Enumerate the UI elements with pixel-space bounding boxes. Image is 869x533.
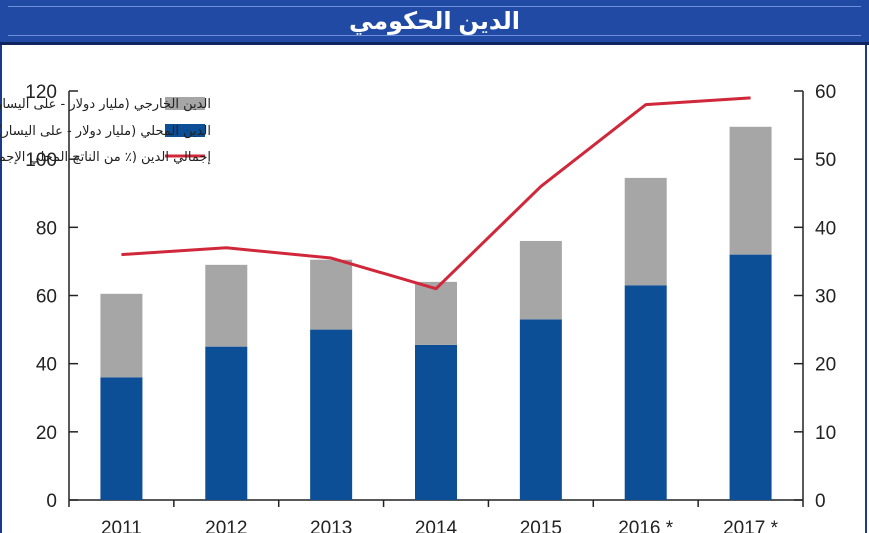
y-right-tick-label: 60 [815, 82, 836, 103]
bar-external-2015 [519, 240, 562, 320]
legend-label: الدين المحلي (مليار دولار - على اليسار) [0, 124, 211, 139]
y-left-tick-label: 100 [25, 150, 57, 171]
bar-domestic-2013 [310, 329, 353, 500]
y-right-tick-label: 50 [815, 150, 836, 171]
bar-external-2013 [310, 259, 353, 330]
bar-external-2012 [205, 264, 248, 347]
bars-group [100, 126, 772, 500]
legend-swatch-domestic [165, 124, 205, 137]
y-right-tick-label: 0 [815, 491, 826, 512]
bar-domestic-2015 [519, 319, 562, 500]
legend-label: إجمالي الدين (٪ من الناتج المحلي الإجمال… [0, 150, 211, 165]
legend-label: الدين الخارجي (مليار دولار - على اليسار) [0, 97, 211, 112]
x-tick-label: 2017 * [723, 518, 779, 533]
x-tick-label: 2013 [310, 518, 352, 533]
x-tick-label: 2015 [520, 518, 562, 533]
y-left-tick-label: 80 [36, 218, 57, 239]
x-tick-label: 2016 * [618, 518, 674, 533]
page-title: الدين الحكومي [348, 7, 521, 35]
x-tick-label: 2014 [415, 518, 458, 533]
bar-external-2011 [100, 293, 143, 378]
legend-swatch-external [165, 97, 205, 110]
x-tick-label: 2011 [101, 518, 142, 533]
y-left-tick-label: 0 [46, 491, 57, 512]
legend-group: الدين الخارجي (مليار دولار - على اليسار)… [0, 97, 211, 165]
bar-domestic-2012 [205, 346, 248, 500]
y-left-tick-label: 60 [36, 287, 57, 308]
y-left-tick-label: 20 [36, 423, 57, 444]
bar-domestic-2016 [624, 285, 667, 500]
y-right-tick-label: 20 [815, 355, 836, 376]
bar-domestic-2014 [415, 344, 457, 500]
y-right-tick-label: 40 [815, 218, 836, 239]
y-left-tick-label: 120 [25, 82, 57, 103]
bar-external-2016 [624, 177, 667, 286]
bar-domestic-2011 [100, 377, 143, 500]
bar-external-2017 [729, 126, 772, 255]
x-tick-label: 2012 [205, 518, 247, 533]
y-left-tick-label: 40 [36, 355, 57, 376]
title-bar: الدين الحكومي [0, 0, 869, 45]
bar-external-2014 [415, 281, 457, 345]
y-right-tick-label: 10 [815, 423, 836, 444]
y-right-tick-label: 30 [815, 287, 836, 308]
title-inner-line [8, 6, 861, 36]
bar-domestic-2017 [729, 254, 772, 500]
line-group [121, 96, 751, 291]
